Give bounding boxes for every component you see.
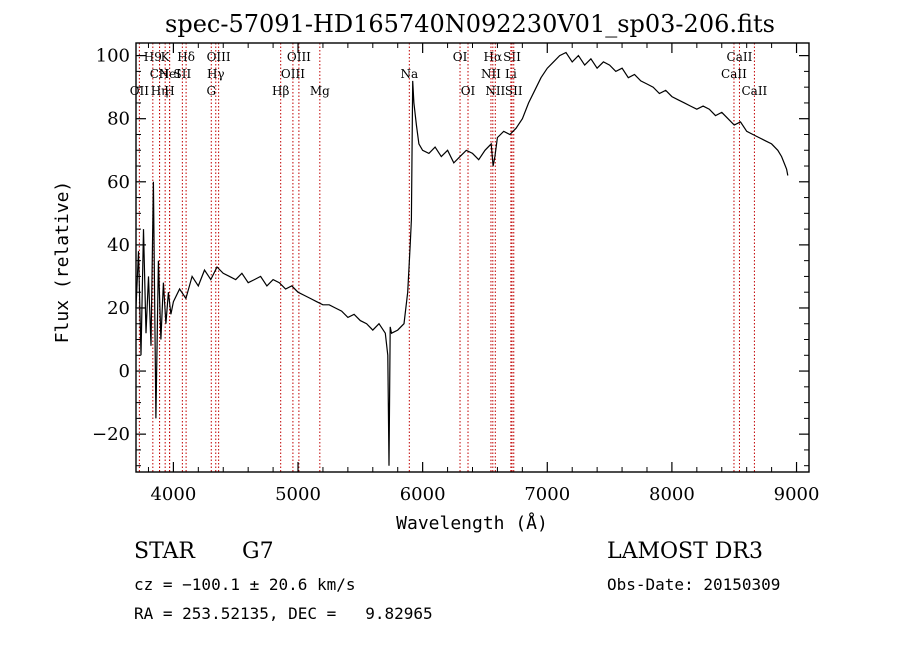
line-label-27: CaII <box>741 84 767 98</box>
line-label-25: CaII <box>727 50 753 64</box>
x-tick-label-4: 8000 <box>649 484 695 505</box>
x-tick-label-0: 4000 <box>150 484 196 505</box>
coordinates-readout: RA = 253.52135, DEC = 9.82965 <box>134 604 433 623</box>
chart-title: spec-57091-HD165740N092230V01_sp03-206.f… <box>165 10 775 38</box>
y-axis-label: Flux (relative) <box>52 181 73 344</box>
line-label-22: SII <box>503 50 521 64</box>
line-label-6: H <box>164 84 174 98</box>
line-label-10: Hγ <box>207 67 225 81</box>
flux-series-line <box>135 51 789 466</box>
spectral-line-markers: OII H9 CN Hη K HeI H Hδ SII OIII Hγ G Hβ OIII OIII Mg Na… <box>130 43 768 472</box>
line-label-5: HeI <box>158 67 181 81</box>
line-label-17: OI <box>453 50 468 64</box>
x-tick-label-2: 6000 <box>400 484 446 505</box>
survey-name: LAMOST DR3 <box>607 539 763 564</box>
y-tick-label-4: 60 <box>107 172 130 193</box>
plot-frame <box>135 42 810 473</box>
line-label-12: Hβ <box>272 84 289 98</box>
line-label-21: NII <box>485 84 505 98</box>
redshift-readout: cz = −100.1 ± 20.6 km/s <box>134 575 356 594</box>
x-tick-label-1: 5000 <box>275 484 321 505</box>
y-tick-label-5: 80 <box>107 109 130 130</box>
object-class: STAR <box>134 539 195 564</box>
axis-ticks: 4000 5000 6000 7000 8000 9000 −20 0 20 40 60 80 100 <box>92 43 819 505</box>
line-label-20: NII <box>481 67 501 81</box>
line-label-23: Li <box>505 67 517 81</box>
y-tick-label-2: 20 <box>107 298 130 319</box>
line-label-1: H9 <box>144 50 162 64</box>
line-label-16: Na <box>400 67 418 81</box>
line-label-3: Hη <box>151 84 169 98</box>
line-label-13: OIII <box>287 50 311 64</box>
object-subclass: G7 <box>242 539 274 564</box>
line-label-18: OI <box>461 84 476 98</box>
line-label-15: Mg <box>310 84 330 98</box>
y-tick-label-0: −20 <box>92 424 130 445</box>
x-tick-label-3: 7000 <box>524 484 570 505</box>
line-label-8: SII <box>174 67 192 81</box>
line-label-11: G <box>206 84 216 98</box>
line-label-9: OIII <box>207 50 231 64</box>
line-label-2: CN <box>150 67 170 81</box>
line-label-26: CaII <box>721 67 747 81</box>
x-tick-label-5: 9000 <box>774 484 820 505</box>
line-label-0: OII <box>130 84 150 98</box>
y-tick-label-1: 0 <box>119 361 130 382</box>
line-label-7: Hδ <box>177 50 195 64</box>
x-axis-label: Wavelength (Å) <box>396 512 548 534</box>
y-tick-label-6: 100 <box>96 46 130 67</box>
line-label-14: OIII <box>281 67 305 81</box>
observation-date: Obs-Date: 20150309 <box>607 575 781 594</box>
line-label-4: K <box>161 50 171 64</box>
line-label-24: SII <box>505 84 523 98</box>
line-label-19: Hα <box>484 50 503 64</box>
y-tick-label-3: 40 <box>107 235 130 256</box>
